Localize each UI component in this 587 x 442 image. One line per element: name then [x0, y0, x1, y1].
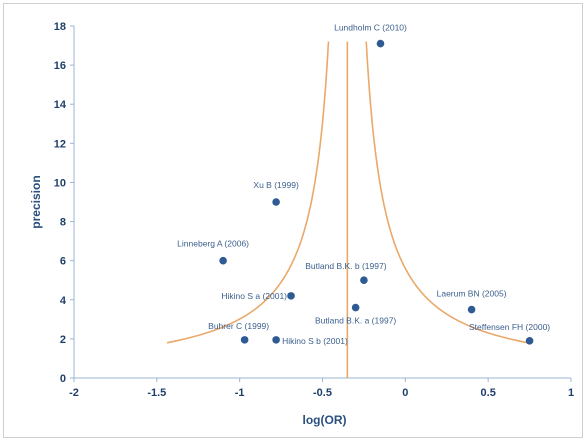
x-axis-title: log(OR): [303, 413, 347, 427]
y-tick-label: 8: [60, 217, 66, 229]
y-tick-label: 18: [54, 21, 66, 33]
point-label: Linneberg A (2006): [177, 239, 249, 249]
data-point: [351, 303, 360, 312]
y-tick-label: 0: [60, 373, 66, 385]
point-label: Steffensen FH (2000): [469, 322, 550, 332]
y-tick-label: 12: [54, 138, 66, 150]
data-point: [240, 336, 249, 344]
data-point: [219, 256, 227, 265]
x-tick-label: 0: [402, 387, 408, 399]
x-tick-label: -1.5: [147, 387, 166, 399]
x-tick-label: 1: [568, 387, 574, 399]
x-tick-label: -1: [235, 387, 245, 399]
point-label: Hikino S a (2001): [221, 291, 287, 301]
data-point: [525, 337, 534, 345]
data-point: [287, 292, 295, 300]
point-label: Lundholm C (2010): [334, 23, 407, 33]
y-tick-label: 16: [54, 60, 66, 72]
point-label: Xu B (1999): [253, 180, 299, 190]
y-tick-label: 6: [60, 256, 66, 268]
data-point: [272, 336, 280, 344]
x-tick-label: -0.5: [313, 387, 332, 399]
point-label: Laerum BN (2005): [437, 289, 507, 299]
funnel-limit-left: [166, 41, 330, 344]
data-point: [376, 39, 385, 48]
y-tick-label: 4: [60, 295, 67, 307]
funnel-limit-right: [365, 41, 528, 344]
data-points: [219, 39, 534, 345]
x-tick-label: -2: [69, 387, 79, 399]
point-label: Butland B.K. b (1997): [305, 261, 386, 271]
x-tick-label: 0.5: [481, 387, 496, 399]
y-tick-label: 14: [54, 99, 67, 111]
data-point: [272, 198, 280, 206]
point-label: Buhrer C (1999): [208, 321, 269, 331]
data-point: [467, 305, 476, 314]
y-axis-title: precision: [29, 175, 43, 228]
point-labels: Lundholm C (2010) Xu B (1999) Linneberg A …: [177, 23, 550, 346]
chart-frame: -2 -1.5 -1 -0.5 0 0.5 1 0 2 4 6 8 10 12 14 16 18 Lundhol…: [3, 3, 583, 438]
point-label: Hikino S b (2001): [282, 336, 348, 346]
data-point: [360, 276, 368, 285]
point-label: Butland B.K. a (1997): [315, 316, 396, 326]
y-tick-label: 2: [60, 334, 66, 346]
y-tick-label: 10: [54, 177, 66, 189]
funnel-lines: [166, 41, 528, 378]
